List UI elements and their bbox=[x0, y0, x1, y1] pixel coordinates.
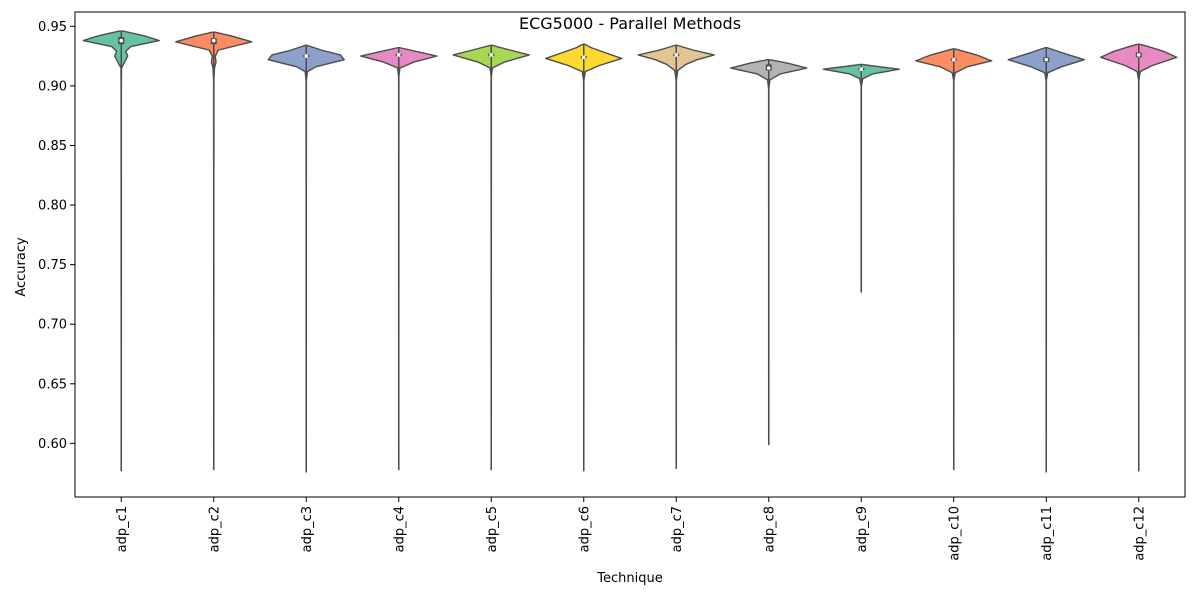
violin-median-dot bbox=[489, 53, 494, 57]
y-tick-label: 0.75 bbox=[38, 258, 67, 273]
violins-layer bbox=[82, 30, 1178, 473]
plot-frame bbox=[74, 11, 1186, 498]
x-tick-label: adp_c8 bbox=[762, 506, 777, 552]
violin-median-dot bbox=[951, 57, 956, 62]
x-tick-label: adp_c2 bbox=[207, 506, 222, 552]
chart-title: ECG5000 - Parallel Methods bbox=[519, 14, 741, 33]
violin-median-dot bbox=[396, 53, 401, 57]
x-tick-label: adp_c9 bbox=[855, 506, 870, 552]
violin-median-dot bbox=[766, 66, 771, 70]
violin-median-dot bbox=[674, 53, 679, 57]
x-tick-label: adp_c5 bbox=[485, 506, 500, 552]
y-tick-label: 0.80 bbox=[38, 199, 67, 214]
x-tick-label: adp_c1 bbox=[115, 506, 130, 552]
x-axis-label: Technique bbox=[596, 571, 662, 586]
y-tick-label: 0.90 bbox=[38, 79, 67, 94]
x-tick-label: adp_c12 bbox=[1132, 506, 1147, 561]
violin-median-dot bbox=[1044, 57, 1049, 62]
violin-median-dot bbox=[211, 38, 216, 43]
x-tick-label: adp_c7 bbox=[670, 506, 685, 552]
y-tick-label: 0.65 bbox=[38, 377, 67, 392]
y-tick-label: 0.85 bbox=[38, 139, 67, 154]
violin-median-dot bbox=[581, 55, 586, 60]
axis-ticks-layer: 0.60 0.65 0.70 0.75 0.80 0.85 0.90 0.95 adp_c1 ad… bbox=[38, 20, 1147, 561]
y-tick-label: 0.60 bbox=[38, 437, 67, 452]
x-tick-label: adp_c11 bbox=[1040, 506, 1055, 561]
x-tick-label: adp_c6 bbox=[577, 506, 592, 552]
x-tick-label: adp_c4 bbox=[392, 506, 407, 552]
x-tick-label: adp_c10 bbox=[947, 506, 962, 561]
violin-median-dot bbox=[304, 54, 309, 58]
violin-median-dot bbox=[1136, 53, 1141, 57]
y-tick-label: 0.70 bbox=[38, 318, 67, 333]
y-tick-label: 0.95 bbox=[38, 20, 67, 35]
violin-median-dot bbox=[859, 67, 864, 71]
violin-median-dot bbox=[119, 38, 124, 43]
y-axis-label: Accuracy bbox=[14, 237, 29, 297]
x-tick-label: adp_c3 bbox=[300, 506, 315, 552]
